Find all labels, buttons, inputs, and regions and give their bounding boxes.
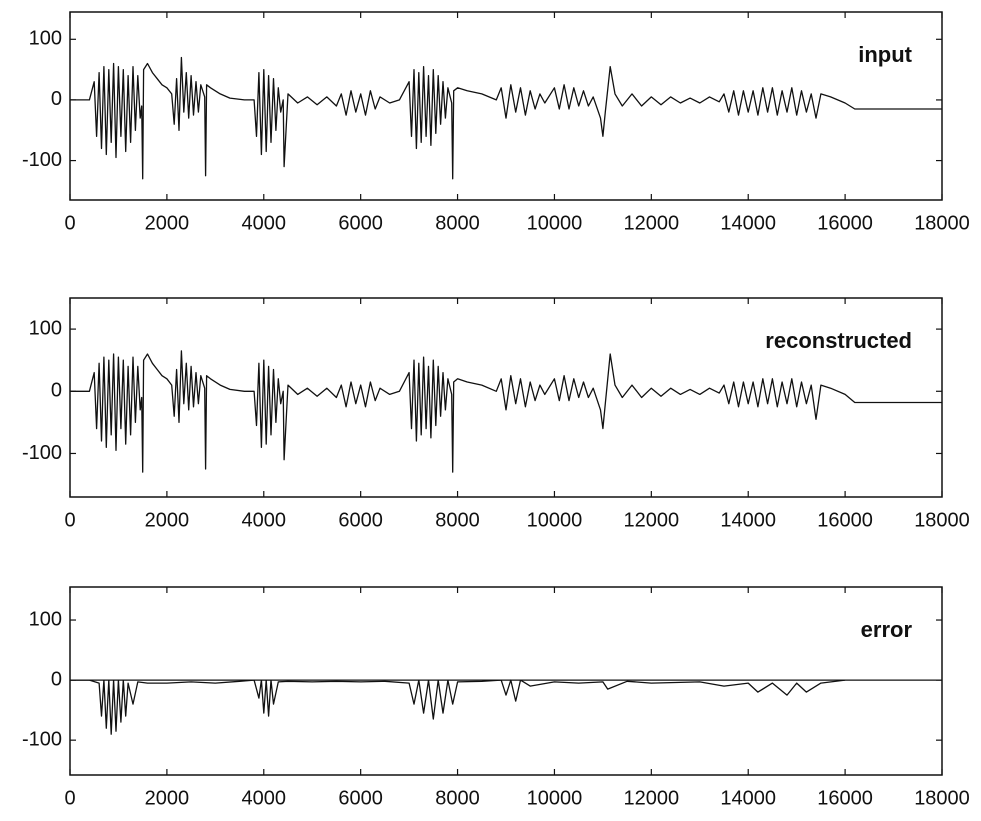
x-tick-label: 14000 (720, 212, 776, 234)
y-tick-label: -100 (22, 442, 62, 464)
x-tick-label: 14000 (720, 509, 776, 531)
x-tick-label: 8000 (435, 212, 480, 234)
x-tick-label: 10000 (527, 787, 583, 809)
y-tick-label: 0 (51, 380, 62, 402)
x-tick-label: 18000 (914, 787, 970, 809)
x-tick-label: 2000 (145, 787, 190, 809)
x-tick-label: 8000 (435, 509, 480, 531)
y-tick-label: 100 (29, 28, 62, 50)
x-tick-label: 18000 (914, 212, 970, 234)
x-tick-label: 10000 (527, 212, 583, 234)
x-tick-label: 6000 (338, 509, 383, 531)
x-tick-label: 8000 (435, 787, 480, 809)
x-tick-label: 12000 (624, 212, 680, 234)
x-tick-label: 6000 (338, 212, 383, 234)
x-tick-label: 18000 (914, 509, 970, 531)
annotation: reconstructed (765, 328, 912, 353)
plot-frame (69, 586, 943, 776)
y-tick-label: 0 (51, 88, 62, 110)
y-tick-label: 100 (29, 317, 62, 339)
signal-line (70, 56, 942, 180)
annotation: input (858, 42, 912, 67)
signal-line (70, 679, 846, 735)
x-tick-label: 14000 (720, 787, 776, 809)
signal-line (70, 350, 942, 473)
y-tick-label: 100 (29, 608, 62, 630)
x-tick-label: 4000 (242, 787, 287, 809)
plot-frame (69, 11, 943, 201)
y-tick-label: -100 (22, 149, 62, 171)
x-tick-label: 4000 (242, 212, 287, 234)
x-tick-label: 0 (64, 212, 75, 234)
x-tick-label: 12000 (624, 787, 680, 809)
x-tick-label: 4000 (242, 509, 287, 531)
x-tick-label: 16000 (817, 787, 873, 809)
x-tick-label: 0 (64, 509, 75, 531)
x-tick-label: 16000 (817, 509, 873, 531)
annotation: error (861, 617, 913, 642)
x-tick-label: 0 (64, 787, 75, 809)
x-tick-label: 10000 (527, 509, 583, 531)
x-tick-label: 2000 (145, 212, 190, 234)
x-tick-label: 12000 (624, 509, 680, 531)
x-tick-label: 2000 (145, 509, 190, 531)
x-tick-label: 6000 (338, 787, 383, 809)
x-tick-label: 16000 (817, 212, 873, 234)
plot-frame (69, 297, 943, 498)
y-tick-label: 0 (51, 668, 62, 690)
y-tick-label: -100 (22, 728, 62, 750)
